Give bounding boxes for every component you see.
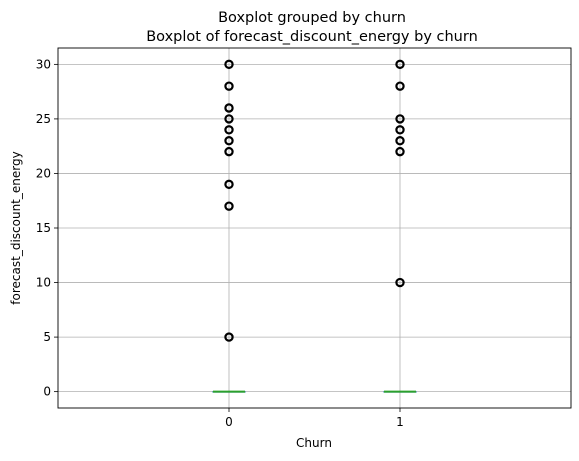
outlier-point — [395, 146, 405, 157]
box-group-0 — [212, 59, 246, 393]
outlier-point — [395, 114, 405, 124]
chart-title: Boxplot of forecast_discount_energy by c… — [146, 29, 478, 45]
outlier-point — [224, 136, 234, 146]
y-tick-label: 30 — [36, 57, 51, 71]
outlier-point — [224, 125, 234, 135]
outlier-point — [224, 81, 234, 91]
outlier-point — [395, 81, 405, 91]
y-tick-label: 25 — [36, 112, 51, 126]
y-axis-label: forecast_discount_energy — [9, 151, 23, 304]
outlier-point — [224, 103, 234, 113]
outlier-point — [224, 179, 234, 190]
outlier-point — [224, 59, 234, 70]
y-tick-label: 0 — [43, 385, 51, 399]
outlier-point — [395, 277, 405, 288]
y-tick-label: 5 — [43, 330, 51, 344]
y-tick-label: 15 — [36, 221, 51, 235]
x-tick-label: 1 — [396, 415, 404, 429]
y-tick-label: 20 — [36, 166, 51, 180]
outlier-point — [224, 146, 234, 157]
outlier-point — [224, 114, 234, 124]
y-tick-label: 10 — [36, 276, 51, 290]
box-group-1 — [383, 59, 417, 393]
outlier-point — [224, 201, 234, 211]
grid — [58, 48, 571, 408]
y-axis: 0 5 10 15 20 25 30 — [36, 57, 58, 399]
outlier-point — [224, 332, 234, 342]
x-tick-label: 0 — [225, 415, 233, 429]
outlier-point — [395, 125, 405, 135]
plot-area — [212, 59, 417, 393]
x-axis-label: Churn — [296, 436, 332, 450]
outlier-point — [395, 59, 405, 70]
chart-suptitle: Boxplot grouped by churn — [218, 10, 406, 26]
outlier-point — [395, 136, 405, 146]
